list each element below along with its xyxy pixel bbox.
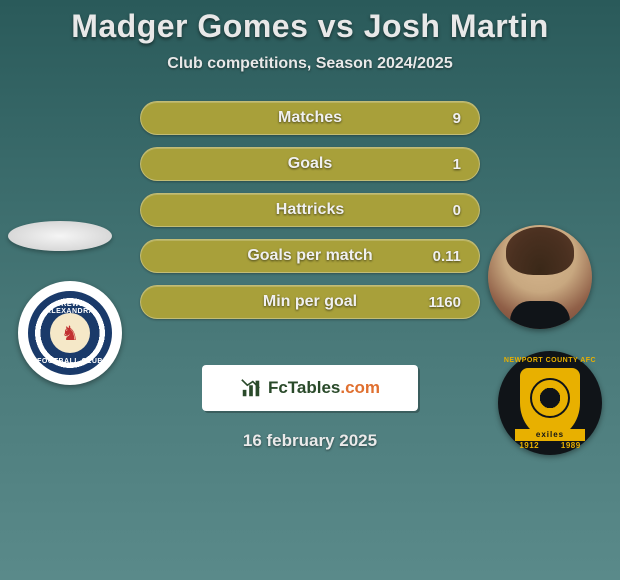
crest-left-bottom-text: FOOTBALL CLUB: [32, 358, 108, 365]
crest-right-years: 1912 1989: [498, 441, 602, 450]
stat-label: Hattricks: [276, 201, 344, 219]
source-badge-text: FcTables.com: [268, 378, 380, 398]
stat-row: Min per goal 1160: [140, 285, 480, 319]
club-crest-right: NEWPORT COUNTY AFC exiles 1912 1989: [498, 351, 602, 455]
page-title: Madger Gomes vs Josh Martin: [0, 0, 620, 45]
crest-right-ribbon: exiles: [515, 429, 585, 441]
club-crest-left: CREWE ALEXANDRA ♞ FOOTBALL CLUB: [18, 281, 122, 385]
stat-row: Goals per match 0.11: [140, 239, 480, 273]
stat-row: Goals 1: [140, 147, 480, 181]
stat-label: Min per goal: [263, 293, 357, 311]
crest-right-shield-icon: [520, 368, 580, 438]
stat-label: Goals per match: [247, 247, 372, 265]
stat-row: Matches 9: [140, 101, 480, 135]
crest-left-top-text: CREWE ALEXANDRA: [32, 301, 108, 315]
stat-value: 0: [453, 202, 461, 219]
stat-value: 9: [453, 110, 461, 127]
crest-left-lion-icon: ♞: [50, 313, 90, 353]
subtitle: Club competitions, Season 2024/2025: [0, 55, 620, 73]
stat-value: 1160: [428, 294, 461, 311]
player-right-avatar: [488, 225, 592, 329]
bar-chart-icon: [240, 377, 262, 399]
stat-value: 0.11: [433, 248, 461, 265]
stat-label: Matches: [278, 109, 342, 127]
stat-bars: Matches 9 Goals 1 Hattricks 0 Goals per …: [140, 101, 480, 331]
source-badge: FcTables.com: [202, 365, 418, 411]
crest-right-top-text: NEWPORT COUNTY AFC: [498, 357, 602, 364]
stat-value: 1: [453, 156, 461, 173]
stats-area: CREWE ALEXANDRA ♞ FOOTBALL CLUB NEWPORT …: [0, 101, 620, 341]
stat-row: Hattricks 0: [140, 193, 480, 227]
player-left-avatar: [8, 221, 112, 251]
stat-label: Goals: [288, 155, 332, 173]
